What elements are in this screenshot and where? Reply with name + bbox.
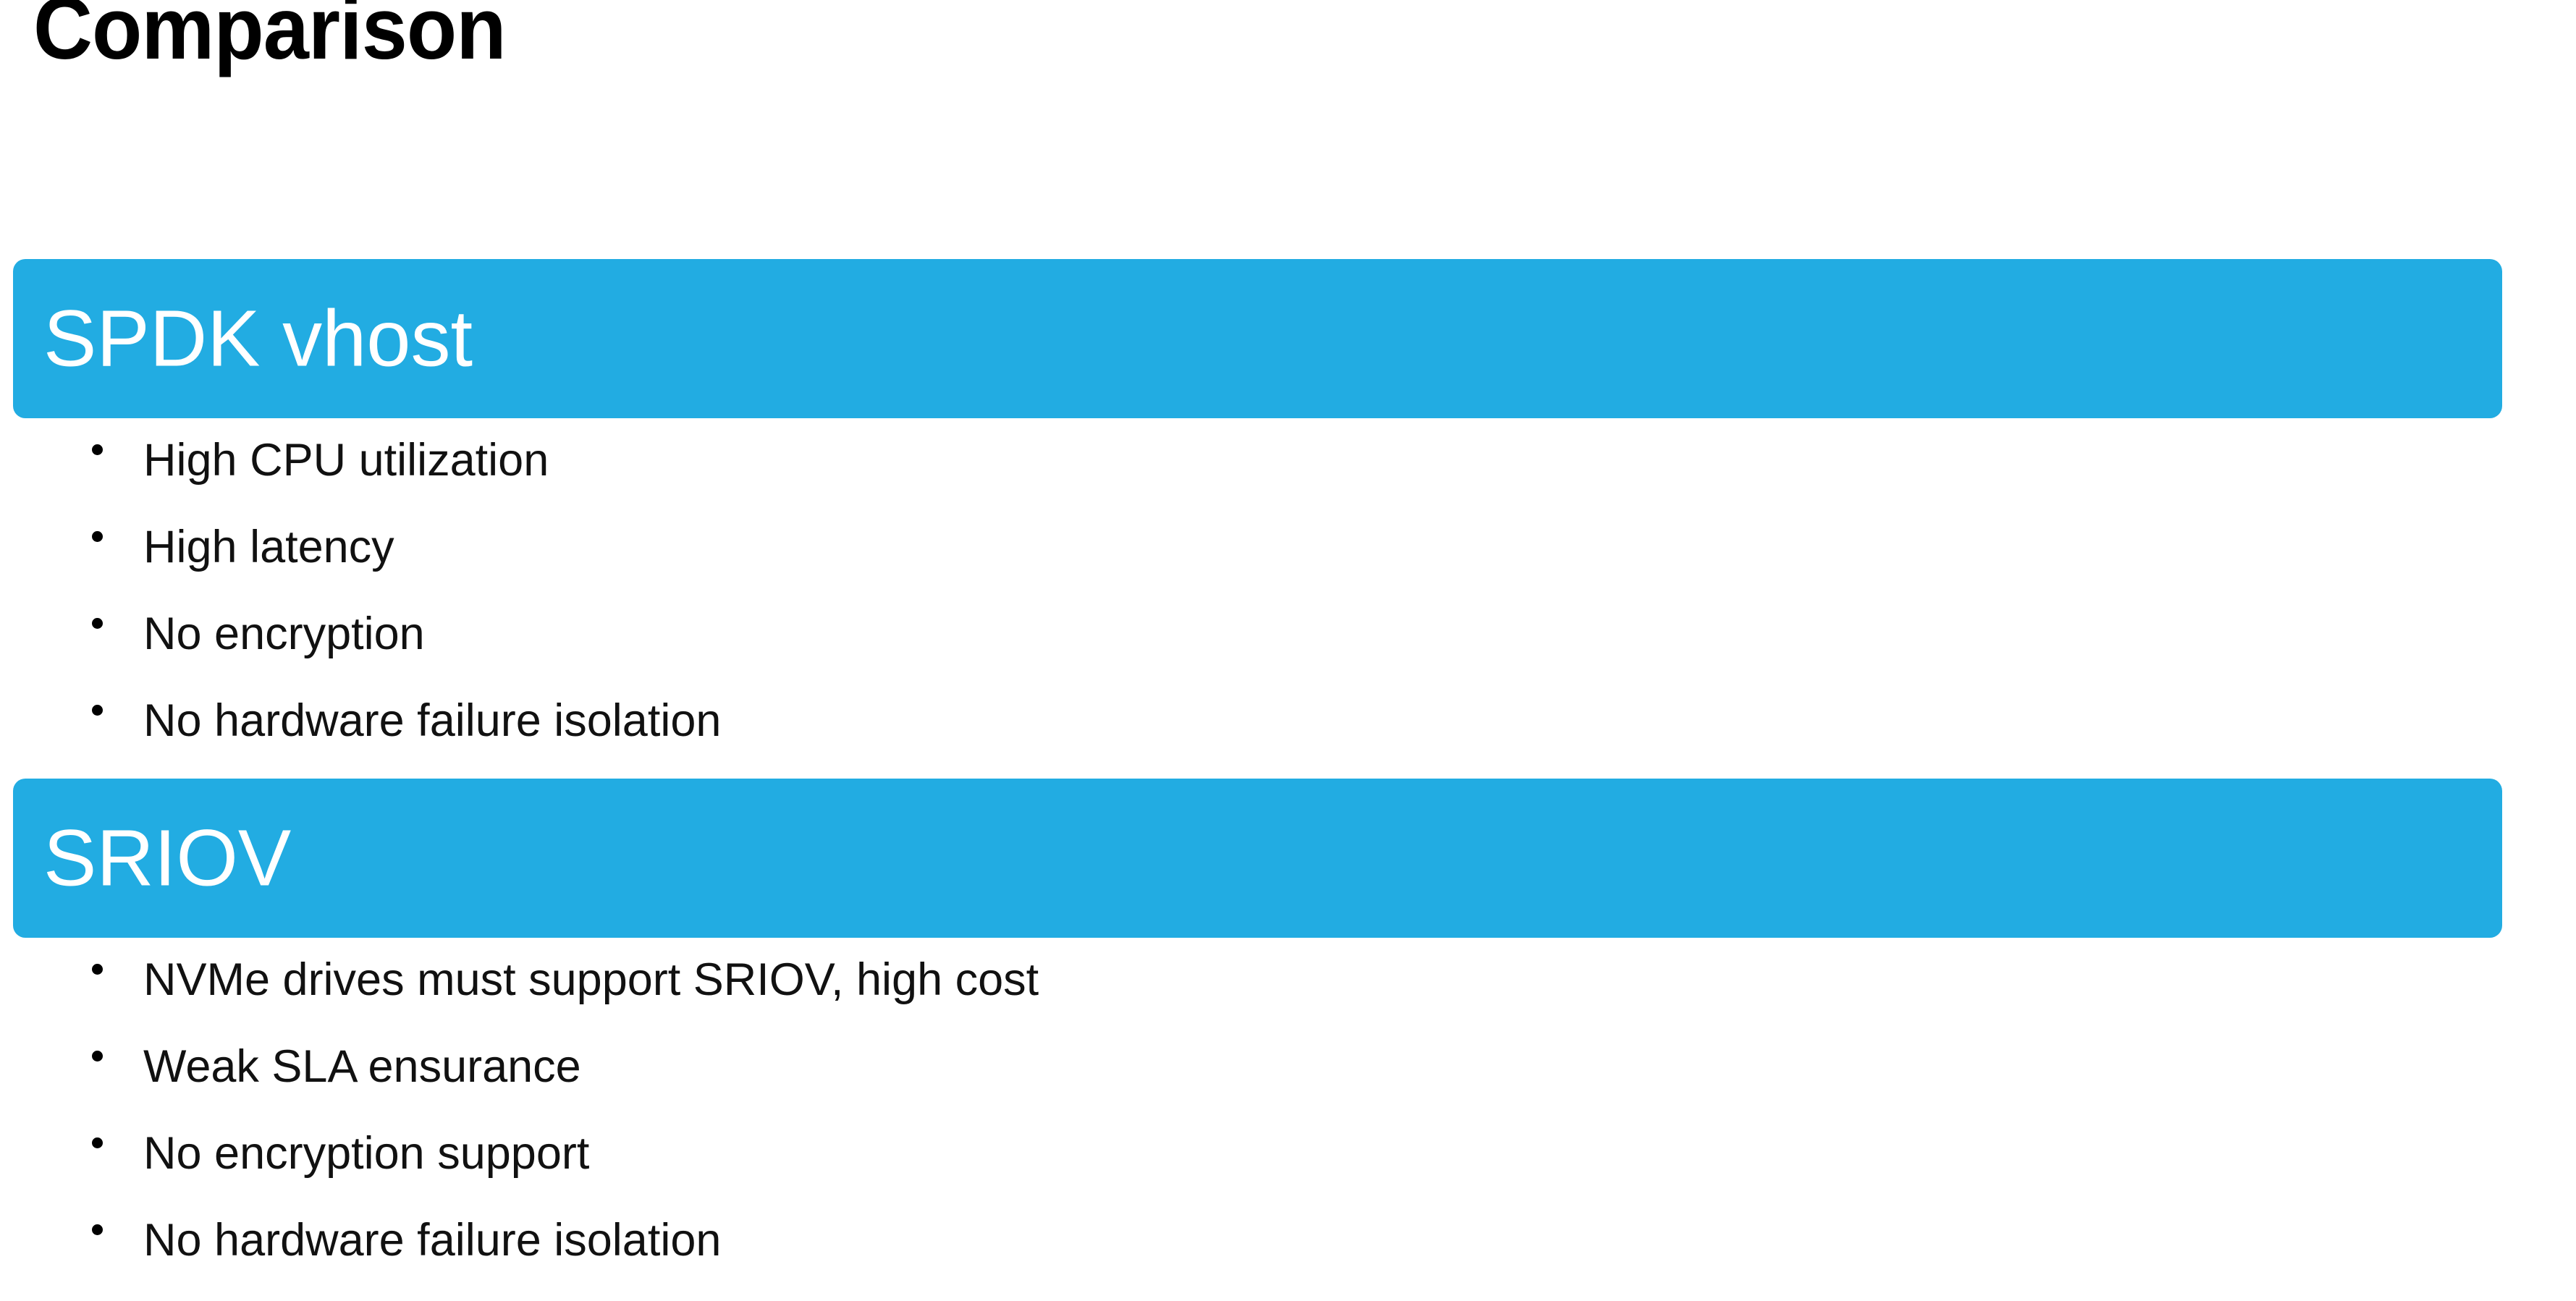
list-item-label: No hardware failure isolation <box>143 695 722 746</box>
bullet-dot-icon <box>92 964 103 975</box>
section-header-label-spdk-vhost: SPDK vhost <box>43 294 473 383</box>
list-item: No encryption support <box>0 1111 2576 1198</box>
section-header-bar-sriov: SRIOV <box>13 779 2502 938</box>
list-item-label: High latency <box>143 522 394 572</box>
list-item-label: High CPU utilization <box>143 435 549 486</box>
section-spdk-vhost: SPDK vhost High CPU utilization High lat… <box>0 259 2576 746</box>
list-item: High latency <box>0 505 2576 592</box>
bullet-dot-icon <box>92 1224 103 1235</box>
list-item: High CPU utilization <box>0 418 2576 505</box>
list-item-label: Weak SLA ensurance <box>143 1041 581 1092</box>
bullet-list-sriov: NVMe drives must support SRIOV, high cos… <box>0 938 2576 1285</box>
page-title: Comparison <box>33 0 507 77</box>
bullet-dot-icon <box>92 618 103 629</box>
bullet-dot-icon <box>92 1051 103 1061</box>
bullet-dot-icon <box>92 1137 103 1148</box>
bullet-dot-icon <box>92 531 103 542</box>
section-header-bar-spdk-vhost: SPDK vhost <box>13 259 2502 418</box>
list-item-label: No encryption support <box>143 1128 590 1179</box>
bullet-list-spdk-vhost: High CPU utilization High latency No enc… <box>0 418 2576 766</box>
list-item: Weak SLA ensurance <box>0 1025 2576 1111</box>
section-header-label-sriov: SRIOV <box>43 813 292 903</box>
list-item: No hardware failure isolation <box>0 1198 2576 1285</box>
list-item: NVMe drives must support SRIOV, high cos… <box>0 938 2576 1025</box>
bullet-dot-icon <box>92 444 103 455</box>
bullet-dot-icon <box>92 705 103 716</box>
list-item-label: No encryption <box>143 609 425 659</box>
list-item-label: NVMe drives must support SRIOV, high cos… <box>143 954 1039 1005</box>
list-item: No encryption <box>0 592 2576 679</box>
list-item: No hardware failure isolation <box>0 679 2576 766</box>
list-item-label: No hardware failure isolation <box>143 1215 722 1266</box>
section-sriov: SRIOV NVMe drives must support SRIOV, hi… <box>0 779 2576 1266</box>
